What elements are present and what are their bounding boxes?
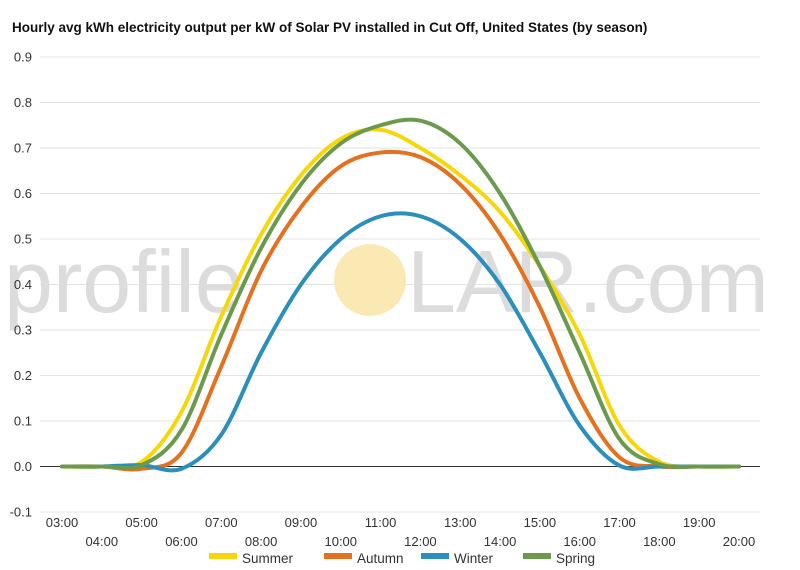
y-tick-label: 0.2 [14,368,32,383]
legend-swatch [209,553,237,559]
y-tick-label: -0.1 [10,505,32,520]
grid-lines [40,56,760,513]
legend-item-summer[interactable]: Summer [209,551,294,566]
legend-item-autumn[interactable]: Autumn [324,551,404,566]
series-line-autumn [60,149,741,472]
y-axis: -0.1 0.0 0.1 0.2 0.3 0.4 0.5 0.6 0.7 0.8 0.9 [10,50,32,520]
legend[interactable]: Summer Autumn Winter Spring [209,551,595,566]
x-tick-label: 20:00 [723,534,756,549]
x-tick-label: 07:00 [205,515,238,530]
x-tick-label: 08:00 [245,534,278,549]
chart-title: Hourly avg kWh electricity output per kW… [12,20,648,35]
x-tick-label: 19:00 [683,515,716,530]
legend-label: Spring [556,551,595,566]
watermark: profile LAR.com [4,232,769,331]
legend-swatch [421,553,449,559]
x-tick-label: 16:00 [563,534,596,549]
y-tick-label: 0.5 [14,232,32,247]
series-lines [60,117,741,473]
y-tick-label: 0.0 [14,459,32,474]
legend-label: Winter [454,551,494,566]
legend-label: Summer [242,551,294,566]
x-tick-label: 11:00 [365,515,397,530]
x-tick-label: 13:00 [444,515,477,530]
series-line-winter [60,211,741,473]
y-tick-label: 0.3 [14,323,32,338]
x-tick-label: 05:00 [125,515,158,530]
legend-item-spring[interactable]: Spring [523,551,595,566]
watermark-text-right: LAR.com [407,232,769,331]
legend-item-winter[interactable]: Winter [421,551,494,566]
y-tick-label: 0.7 [14,141,32,156]
y-tick-label: 0.1 [14,414,32,429]
x-axis: 03:00 04:00 05:00 06:00 07:00 08:00 09:00 10:00… [46,515,756,549]
y-tick-label: 0.8 [14,95,32,110]
x-tick-label: 06:00 [165,534,198,549]
y-tick-label: 0.9 [14,50,32,65]
x-tick-label: 18:00 [643,534,676,549]
legend-swatch [523,553,551,559]
legend-label: Autumn [357,551,404,566]
legend-swatch [324,553,352,559]
x-tick-label: 14:00 [484,534,517,549]
x-tick-label: 03:00 [46,515,79,530]
y-tick-label: 0.6 [14,186,32,201]
x-tick-label: 17:00 [603,515,636,530]
x-tick-label: 09:00 [285,515,318,530]
x-tick-label: 12:00 [404,534,437,549]
x-tick-label: 04:00 [86,534,119,549]
series-line-summer [60,127,741,470]
y-tick-label: 0.4 [14,277,32,292]
x-tick-label: 10:00 [324,534,357,549]
series-line-spring [60,117,741,471]
x-tick-label: 15:00 [524,515,557,530]
watermark-text-left: profile [4,232,244,331]
watermark-sun [334,244,406,316]
